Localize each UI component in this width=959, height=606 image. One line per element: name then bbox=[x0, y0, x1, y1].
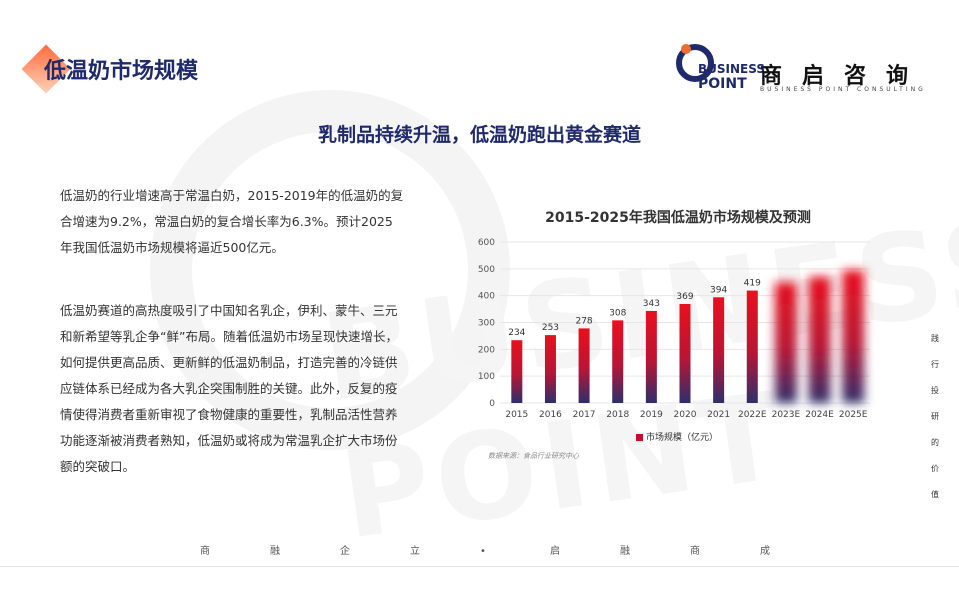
bar bbox=[679, 303, 691, 403]
headline: 乳制品持续升温，低温奶跑出黄金赛道 bbox=[317, 124, 641, 146]
data-label: 419 bbox=[744, 279, 761, 289]
x-tick-label: 2016 bbox=[539, 410, 562, 420]
footer-char: 立 bbox=[410, 546, 420, 557]
footer-char: 成 bbox=[760, 546, 770, 557]
bar-chart: 0 100 200 300 400 500 600 234 2015 253 2016 278 2017… bbox=[478, 238, 870, 420]
logo-en-line1: BUSINESS bbox=[698, 62, 765, 76]
bar bbox=[842, 270, 865, 403]
bar bbox=[774, 282, 797, 403]
bar bbox=[511, 340, 523, 403]
x-tick-label: 2021 bbox=[707, 410, 730, 420]
chart-title: 2015-2025年我国低温奶市场规模及预测 bbox=[545, 210, 811, 226]
x-tick-label: 2020 bbox=[674, 410, 697, 420]
data-label: 234 bbox=[508, 328, 525, 338]
footer-char: 商 bbox=[690, 546, 700, 557]
paragraph-2: 低温奶赛道的高热度吸引了中国知名乳企，伊利、蒙牛、三元和新希望等乳企争“鲜”布局… bbox=[60, 303, 398, 474]
footer-char: 融 bbox=[270, 546, 280, 557]
y-tick-label: 400 bbox=[478, 292, 495, 302]
bar bbox=[746, 290, 758, 403]
company-logo: BUSINESS POINT 商启咨询 BUSINESS POINT CONSU… bbox=[676, 42, 946, 97]
bar bbox=[645, 310, 657, 403]
data-label: 394 bbox=[710, 285, 727, 295]
legend-swatch-icon bbox=[636, 434, 643, 441]
y-tick-label: 500 bbox=[478, 265, 495, 275]
x-tick-label: 2024E bbox=[805, 410, 834, 420]
bar bbox=[578, 328, 590, 403]
data-label: 343 bbox=[643, 299, 660, 309]
chart-legend: 市场规模（亿元） bbox=[636, 430, 718, 443]
x-tick-label: 2017 bbox=[573, 410, 596, 420]
x-tick-label: 2015 bbox=[505, 410, 528, 420]
y-tick-label: 100 bbox=[478, 372, 495, 382]
x-tick-label: 2023E bbox=[772, 410, 801, 420]
side-vertical-text: 践行投研的价值 bbox=[931, 334, 939, 499]
paragraph-1: 低温奶的行业增速高于常温白奶，2015-2019年的低温奶的复合增速为9.2%，… bbox=[60, 188, 404, 255]
bar bbox=[808, 276, 831, 403]
logo-en-line2: POINT bbox=[698, 76, 747, 92]
x-tick-label: 2019 bbox=[640, 410, 663, 420]
data-label: 369 bbox=[676, 292, 693, 302]
footer-char: 融 bbox=[620, 546, 630, 557]
y-tick-label: 200 bbox=[478, 345, 495, 355]
bar bbox=[612, 320, 624, 403]
y-tick-label: 300 bbox=[478, 319, 495, 329]
footer-char: 启 bbox=[550, 546, 560, 557]
data-source: 数据来源：食品行业研究中心 bbox=[488, 452, 579, 460]
data-label: 308 bbox=[609, 308, 626, 318]
data-label: 253 bbox=[542, 323, 559, 333]
x-tick-label: 2018 bbox=[606, 410, 629, 420]
bar bbox=[713, 297, 725, 403]
x-tick-label: 2025E bbox=[839, 410, 868, 420]
x-tick-label: 2022E bbox=[738, 410, 767, 420]
logo-ring-icon bbox=[676, 44, 714, 82]
footer-motto: 商 融 企 立 • 启 融 商 成 bbox=[200, 542, 830, 557]
logo-subtitle: BUSINESS POINT CONSULTING bbox=[760, 86, 926, 93]
footer-char: • bbox=[480, 546, 486, 557]
page-title: 低温奶市场规模 bbox=[44, 59, 199, 84]
logo-dot-icon bbox=[681, 44, 691, 54]
legend-label: 市场规模（亿元） bbox=[646, 433, 719, 443]
bar bbox=[544, 335, 556, 403]
footer-char: 企 bbox=[340, 546, 350, 557]
logo-cn: 商启咨询 bbox=[760, 64, 929, 89]
y-tick-label: 600 bbox=[478, 238, 495, 248]
footer-char: 商 bbox=[200, 546, 210, 557]
bottom-divider bbox=[0, 566, 959, 567]
y-tick-label: 0 bbox=[489, 399, 495, 409]
data-label: 278 bbox=[575, 316, 592, 326]
